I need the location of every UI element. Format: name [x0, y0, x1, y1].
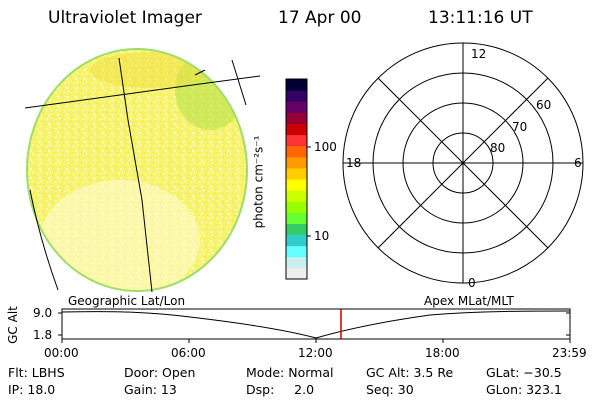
y-tick-9: 9.0	[33, 306, 53, 320]
colorbar-band	[286, 145, 307, 158]
colorbar-band	[286, 112, 307, 124]
status-ip: IP: 18.0	[8, 382, 56, 397]
colorbar-band	[286, 90, 307, 102]
status-glon: GLon: 323.1	[486, 382, 562, 397]
colorbar-band	[286, 245, 307, 258]
colorbar-tick-10: 10	[314, 229, 330, 243]
colorbar-tick-100: 100	[314, 140, 337, 154]
x-tick-1800: 18:00	[425, 346, 460, 360]
lat-label-60: 60	[536, 98, 552, 112]
mlt-label-0: 0	[468, 276, 476, 290]
status-mode: Mode: Normal	[246, 365, 334, 380]
colorbar-band	[286, 101, 307, 113]
x-tick-2359: 23:59	[552, 346, 587, 360]
colorbar	[285, 78, 311, 280]
y-tick-1-8: 1.8	[33, 328, 53, 342]
colorbar-band	[286, 267, 307, 280]
mlt-label-12: 12	[471, 47, 487, 61]
lat-label-80: 80	[490, 141, 506, 155]
strip-left-title: Geographic Lat/Lon	[68, 294, 186, 308]
instrument-title: Ultraviolet Imager	[48, 8, 202, 28]
colorbar-band	[286, 234, 307, 247]
status-door: Door: Open	[124, 365, 196, 380]
colorbar-band	[286, 167, 307, 180]
colorbar-band	[286, 256, 307, 269]
colorbar-band	[286, 223, 307, 236]
x-tick-0000: 00:00	[44, 346, 79, 360]
status-dsp: Dsp: 2.0	[246, 382, 315, 397]
colorbar-band	[286, 179, 307, 191]
status-seq: Seq: 30	[366, 382, 414, 397]
polar-grid	[342, 42, 584, 284]
y-axis-label: GC Alt	[5, 306, 20, 344]
x-tick-0600: 06:00	[171, 346, 206, 360]
mlt-label-18: 18	[346, 156, 362, 170]
colorbar-band	[286, 201, 307, 213]
altitude-curve	[61, 310, 571, 339]
status-gain: Gain: 13	[124, 382, 177, 397]
strip-right-title: Apex MLat/MLT	[424, 294, 514, 308]
image-time: 13:11:16 UT	[428, 8, 533, 28]
colorbar-band	[286, 134, 307, 147]
x-tick-1200: 12:00	[298, 346, 333, 360]
colorbar-band	[286, 190, 307, 202]
uv-earth-image	[24, 48, 261, 293]
status-glat: GLat: −30.5	[486, 365, 562, 380]
colorbar-band	[286, 123, 307, 136]
colorbar-band	[286, 212, 307, 224]
image-date: 17 Apr 00	[278, 8, 362, 28]
colorbar-band	[286, 156, 307, 169]
status-gc-alt: GC Alt: 3.5 Re	[366, 365, 454, 380]
status-filter: Flt: LBHS	[8, 365, 65, 380]
lat-label-70: 70	[512, 120, 528, 134]
altitude-plot	[58, 308, 571, 343]
colorbar-unit-label: photon cm⁻²s⁻¹	[251, 135, 266, 229]
colorbar-band	[286, 79, 307, 91]
mlt-label-6: 6	[574, 156, 582, 170]
